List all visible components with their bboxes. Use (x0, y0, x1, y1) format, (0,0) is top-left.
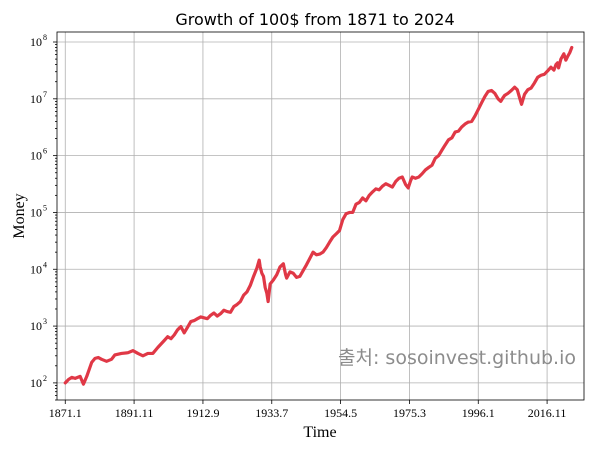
grid-layer (57, 32, 584, 400)
plot-frame (56, 31, 585, 401)
y-tick-label: 10 3 (30, 317, 47, 333)
y-tick-exponent: 5 (43, 203, 47, 212)
x-tick-label: 1933.7 (255, 406, 288, 420)
y-tick-label: 10 7 (30, 90, 47, 106)
series-line (63, 45, 574, 386)
y-axis-label: Money (11, 193, 28, 238)
y-tick-label: 10 4 (30, 260, 47, 276)
y-tick-base: 10 (30, 205, 42, 219)
x-tick-label: 1975.3 (393, 406, 426, 420)
y-tick-label: 10 8 (30, 33, 47, 49)
x-tick-label: 1912.9 (186, 406, 219, 420)
y-tick-base: 10 (30, 149, 42, 163)
y-tick-base: 10 (30, 262, 42, 276)
x-tick-label: 1871.1 (49, 406, 82, 420)
source-watermark: 출처: sosoinvest.github.io (338, 347, 576, 369)
y-tick-label: 10 2 (30, 374, 47, 390)
chart-title: Growth of 100$ from 1871 to 2024 (175, 10, 454, 29)
y-tick-base: 10 (30, 319, 42, 333)
y-tick-exponent: 3 (43, 317, 47, 326)
y-tick-exponent: 7 (43, 90, 47, 99)
y-tick-label: 10 6 (30, 147, 47, 163)
x-tick-label: 2016.11 (528, 406, 567, 420)
x-tick-label: 1996.1 (462, 406, 495, 420)
y-tick-exponent: 8 (43, 33, 47, 42)
x-tick-label: 1954.5 (324, 406, 357, 420)
x-tick-label: 1891.11 (115, 406, 154, 420)
y-tick-label: 10 5 (30, 203, 47, 219)
y-tick-exponent: 4 (43, 260, 47, 269)
series-layer (63, 45, 574, 386)
y-tick-base: 10 (30, 35, 42, 49)
y-tick-exponent: 6 (43, 147, 47, 156)
x-axis-label: Time (303, 424, 336, 441)
tick-layer: 1871.1 1891.11 1912.9 1933.7 1954.5 1975.3 199… (30, 33, 566, 420)
y-tick-base: 10 (30, 376, 42, 390)
y-tick-exponent: 2 (43, 374, 47, 383)
y-tick-base: 10 (30, 92, 42, 106)
